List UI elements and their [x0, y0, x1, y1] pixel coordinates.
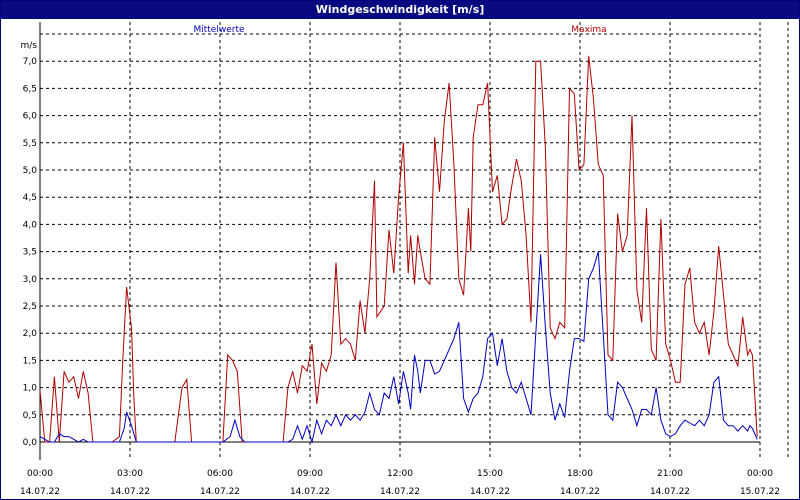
x-tick-time: 03:00: [117, 469, 143, 479]
series-line-maxima: [39, 55, 758, 443]
x-tick-time: 00:00: [747, 469, 773, 479]
y-tick-label: 6,5: [23, 84, 37, 94]
x-tick-time: 06:00: [207, 469, 233, 479]
y-tick-label: 2,5: [23, 302, 37, 312]
y-tick-label: 4,5: [23, 193, 37, 203]
x-tick-date: 14.07.22: [110, 487, 150, 497]
y-tick-label: 7,0: [23, 57, 38, 67]
y-axis-label: m/s: [21, 41, 38, 51]
y-tick-label: 0,0: [23, 438, 38, 448]
x-tick-date: 14.07.22: [20, 487, 60, 497]
series-line-mittelwerte: [39, 251, 758, 444]
y-tick-label: 3,0: [23, 275, 38, 285]
y-tick-label: 5,0: [23, 166, 38, 176]
y-tick-label: 3,5: [23, 248, 37, 258]
series-label-1: Maxima: [571, 25, 606, 35]
y-tick-label: 1,0: [23, 384, 38, 394]
y-tick-label: 0,5: [23, 411, 37, 421]
x-tick-date: 14.07.22: [650, 487, 690, 497]
window-title: Windgeschwindigkeit [m/s]: [1, 1, 799, 19]
x-tick-time: 18:00: [567, 469, 593, 479]
x-tick-time: 12:00: [387, 469, 413, 479]
x-tick-time: 15:00: [477, 469, 503, 479]
x-tick-date: 14.07.22: [290, 487, 330, 497]
x-tick-date: 14.07.22: [380, 487, 420, 497]
x-tick-time: 00:00: [27, 469, 53, 479]
y-tick-label: 6,0: [23, 112, 38, 122]
x-tick-date: 14.07.22: [470, 487, 510, 497]
y-tick-label: 2,0: [23, 329, 38, 339]
x-tick-time: 21:00: [657, 469, 683, 479]
series-label-0: Mittelwerte: [193, 25, 244, 35]
x-tick-date: 15.07.22: [740, 487, 780, 497]
y-tick-label: 4,0: [23, 220, 38, 230]
x-tick-time: 09:00: [297, 469, 323, 479]
x-tick-date: 14.07.22: [560, 487, 600, 497]
y-tick-label: 5,5: [23, 139, 37, 149]
x-tick-date: 14.07.22: [200, 487, 240, 497]
y-tick-label: 1,5: [23, 356, 37, 366]
